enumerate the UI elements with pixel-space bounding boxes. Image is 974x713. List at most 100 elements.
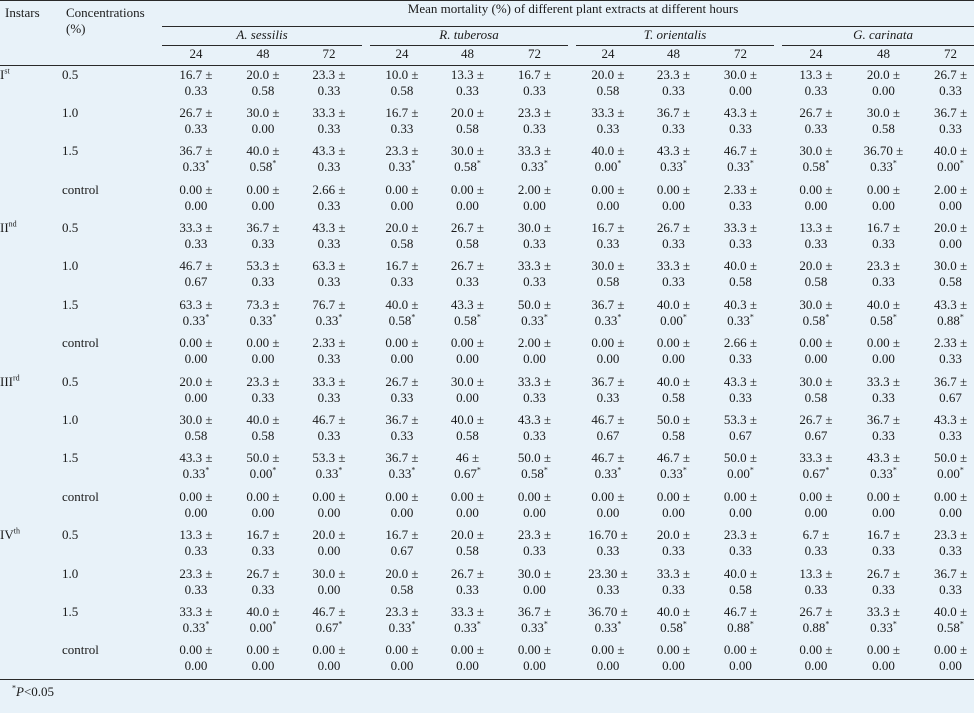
- mortality-value-cell: 43.3 ±0.33: [296, 142, 362, 180]
- concentration-cell: 1.0: [62, 412, 79, 428]
- table-row: control 0.00 ±0.00 0.00 ±0.00 2.66 ±0.33 0.0…: [0, 181, 974, 219]
- significance-marker: *: [825, 466, 830, 476]
- mean-value: 36.7 ±: [933, 104, 968, 120]
- std-error-value: 0.33: [729, 197, 752, 213]
- std-error-value: 0.33*: [727, 312, 754, 328]
- mortality-value-cell: 46.7 ±0.33: [296, 411, 362, 449]
- std-error-value: 0.67: [729, 428, 752, 444]
- mean-value: 46.7 ±: [312, 412, 346, 428]
- mean-value: 0.00 ±: [450, 181, 485, 197]
- mean-value: 23.3 ±: [385, 603, 419, 619]
- std-error-value: 0.33: [804, 543, 828, 559]
- mortality-value-cell: 0.00 ±0.00: [782, 334, 850, 372]
- mean-value: 0.00 ±: [866, 335, 901, 351]
- mean-value: 36.7 ±: [933, 565, 968, 581]
- std-error-value: 0.58*: [660, 619, 687, 635]
- mean-value: 33.3 ±: [312, 373, 346, 389]
- std-error-value: 0.58: [390, 581, 414, 597]
- mean-value: 30.0 ±: [450, 143, 485, 159]
- mortality-value-cell: 26.7 ±0.33: [917, 66, 974, 104]
- mean-value: 36.7 ±: [385, 412, 419, 428]
- mortality-value-cell: 43.3 ±0.33: [917, 411, 974, 449]
- footnote-text: <0.05: [23, 684, 55, 699]
- mean-value: 33.3 ±: [866, 603, 901, 619]
- table-body: Ist 0.5 16.7 ±0.33 20.0 ±0.58 23.3 ±0.33 10.0…: [0, 66, 974, 681]
- mortality-value-cell: 0.00 ±0.00: [296, 641, 362, 681]
- mean-value: 26.7 ±: [799, 104, 833, 120]
- mortality-value-cell: 0.00 ±0.00: [370, 334, 434, 372]
- table-row: Ist 0.5 16.7 ±0.33 20.0 ±0.58 23.3 ±0.33 10.0…: [0, 66, 974, 104]
- mean-value: 23.3 ±: [866, 258, 901, 274]
- hour-header: 72: [917, 45, 974, 66]
- std-error-value: 0.00: [251, 658, 275, 674]
- mean-value: 0.00 ±: [591, 181, 625, 197]
- significance-marker: *: [892, 466, 897, 476]
- std-error-value: 0.33: [662, 120, 685, 136]
- mean-value: 43.3 ±: [656, 143, 691, 159]
- instar-cell: IInd: [0, 219, 62, 257]
- mean-value: 0.00 ±: [517, 642, 552, 658]
- std-error-value: 0.33: [596, 581, 620, 597]
- significance-marker: *: [892, 312, 897, 322]
- mean-value: 50.0 ±: [656, 412, 691, 428]
- std-error-value: 0.00*: [937, 466, 964, 482]
- mortality-value-cell: 46.7 ±0.33*: [640, 449, 707, 487]
- std-error-value: 0.33*: [388, 158, 416, 175]
- mortality-value-cell: 43.3 ±0.58*: [434, 296, 501, 334]
- std-error-value: 0.67: [939, 389, 962, 405]
- std-error-value: 0.33*: [594, 312, 622, 328]
- mean-value: 16.70 ±: [588, 527, 628, 543]
- mean-value: 40.0 ±: [933, 603, 968, 619]
- mortality-value-cell: 0.00 ±0.00: [230, 641, 296, 681]
- mortality-value-cell: 43.3 ±0.33: [707, 373, 774, 411]
- std-error-value: 0.00: [804, 504, 828, 520]
- mean-value: 33.3 ±: [656, 258, 691, 274]
- instar-cell: IVth: [0, 526, 62, 564]
- std-error-value: 0.58*: [521, 466, 548, 482]
- std-error-value: 0.00: [456, 197, 479, 213]
- mean-value: 40.0 ±: [385, 296, 419, 312]
- mortality-value-cell: 26.7 ±0.33: [850, 565, 917, 603]
- mortality-value-cell: 43.3 ±0.33: [707, 104, 774, 142]
- std-error-value: 0.58: [390, 83, 414, 98]
- std-error-value: 0.33: [523, 389, 546, 405]
- concentration-cell: 1.0: [62, 104, 79, 120]
- mortality-value-cell: 13.3 ±0.33: [782, 219, 850, 257]
- std-error-value: 0.33*: [182, 466, 210, 482]
- mean-value: 30.0 ±: [517, 220, 552, 236]
- mean-value: 13.3 ±: [799, 565, 833, 581]
- mortality-value-cell: 36.7 ±0.33: [850, 411, 917, 449]
- hour-header: 48: [230, 45, 296, 66]
- std-error-value: 0.33: [251, 274, 275, 290]
- mortality-value-cell: 0.00 ±0.00: [162, 181, 230, 219]
- mean-value: 20.0 ±: [591, 67, 625, 82]
- significance-marker: *: [682, 158, 687, 168]
- mortality-value-cell: 0.00 ±0.00: [640, 488, 707, 526]
- mean-value: 33.3 ±: [312, 104, 346, 120]
- instar-ordinal: nd: [8, 219, 17, 229]
- mortality-value-cell: 26.7 ±0.33: [230, 565, 296, 603]
- std-error-value: 0.33*: [315, 312, 343, 328]
- std-error-value: 0.00: [872, 197, 895, 213]
- std-error-value: 0.58: [184, 428, 208, 444]
- mortality-value-cell: 16.7 ±0.33: [370, 104, 434, 142]
- mean-value: 36.7 ±: [656, 104, 691, 120]
- mortality-value-cell: 50.0 ±0.58*: [501, 449, 568, 487]
- mortality-value-cell: 30.0 ±0.58*: [782, 142, 850, 180]
- mean-value: 0.00 ±: [866, 642, 901, 658]
- std-error-value: 0.00*: [727, 466, 754, 482]
- mortality-value-cell: 30.0 ±0.00: [230, 104, 296, 142]
- concentrations-label: Concentrations: [66, 5, 145, 20]
- std-error-value: 0.58: [456, 120, 479, 136]
- mortality-value-cell: 26.7 ±0.33: [370, 373, 434, 411]
- std-error-value: 0.00: [939, 236, 962, 252]
- std-error-value: 0.33: [804, 120, 828, 136]
- significance-marker: *: [476, 466, 481, 476]
- footnote: *P<0.05: [12, 684, 54, 700]
- mean-value: 43.3 ±: [517, 412, 552, 428]
- std-error-value: 0.00: [596, 197, 620, 213]
- mortality-value-cell: 0.00 ±0.00: [501, 641, 568, 681]
- mortality-value-cell: 0.00 ±0.00: [434, 488, 501, 526]
- mean-value: 30.0 ±: [517, 565, 552, 581]
- std-error-value: 0.58: [456, 543, 479, 559]
